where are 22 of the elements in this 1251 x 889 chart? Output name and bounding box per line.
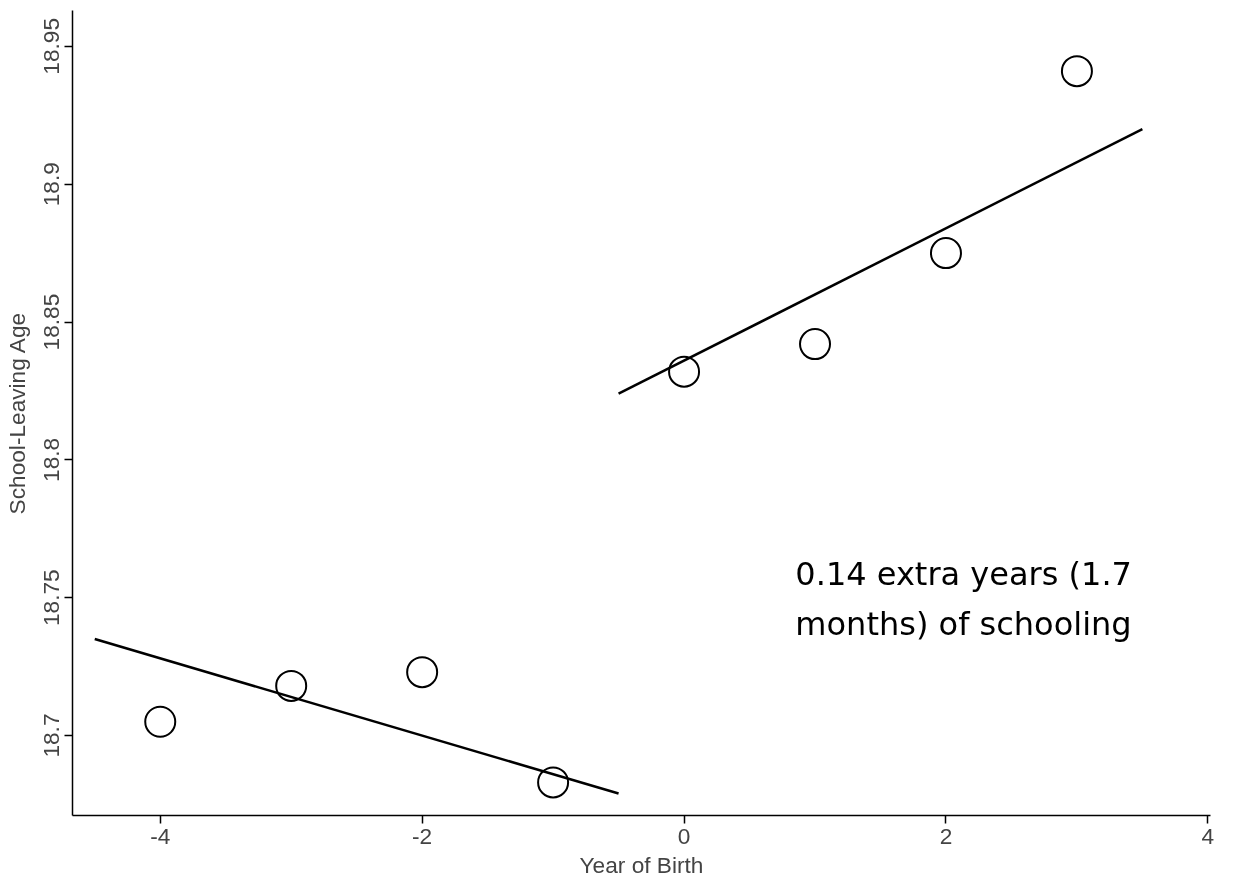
x-tick-label: 4 (1201, 822, 1215, 849)
y-tick-label: 18.95 (38, 17, 65, 75)
y-tick-label: 18.7 (38, 713, 65, 758)
point (537, 766, 570, 799)
x-tick-label: 2 (939, 822, 953, 849)
x-tick-label: -4 (150, 822, 171, 849)
x-tick-label: -2 (412, 822, 433, 849)
point (799, 328, 832, 361)
point (406, 656, 439, 689)
y-tick-label: 18.9 (38, 162, 65, 207)
y-tick-label: 18.75 (38, 569, 65, 627)
point (668, 355, 701, 388)
y-tick-label: 18.8 (38, 437, 65, 482)
point (144, 705, 177, 738)
point (929, 237, 962, 270)
point (275, 669, 308, 702)
x-axis-title: Year of Birth (579, 851, 704, 878)
annotation: 0.14 extra years (1.7 months) of schooling (795, 555, 1132, 643)
x-tick-label: 0 (677, 822, 691, 849)
y-tick-label: 18.85 (38, 293, 65, 351)
y-axis-title: School-Leaving Age (3, 312, 30, 515)
point (1060, 55, 1093, 88)
